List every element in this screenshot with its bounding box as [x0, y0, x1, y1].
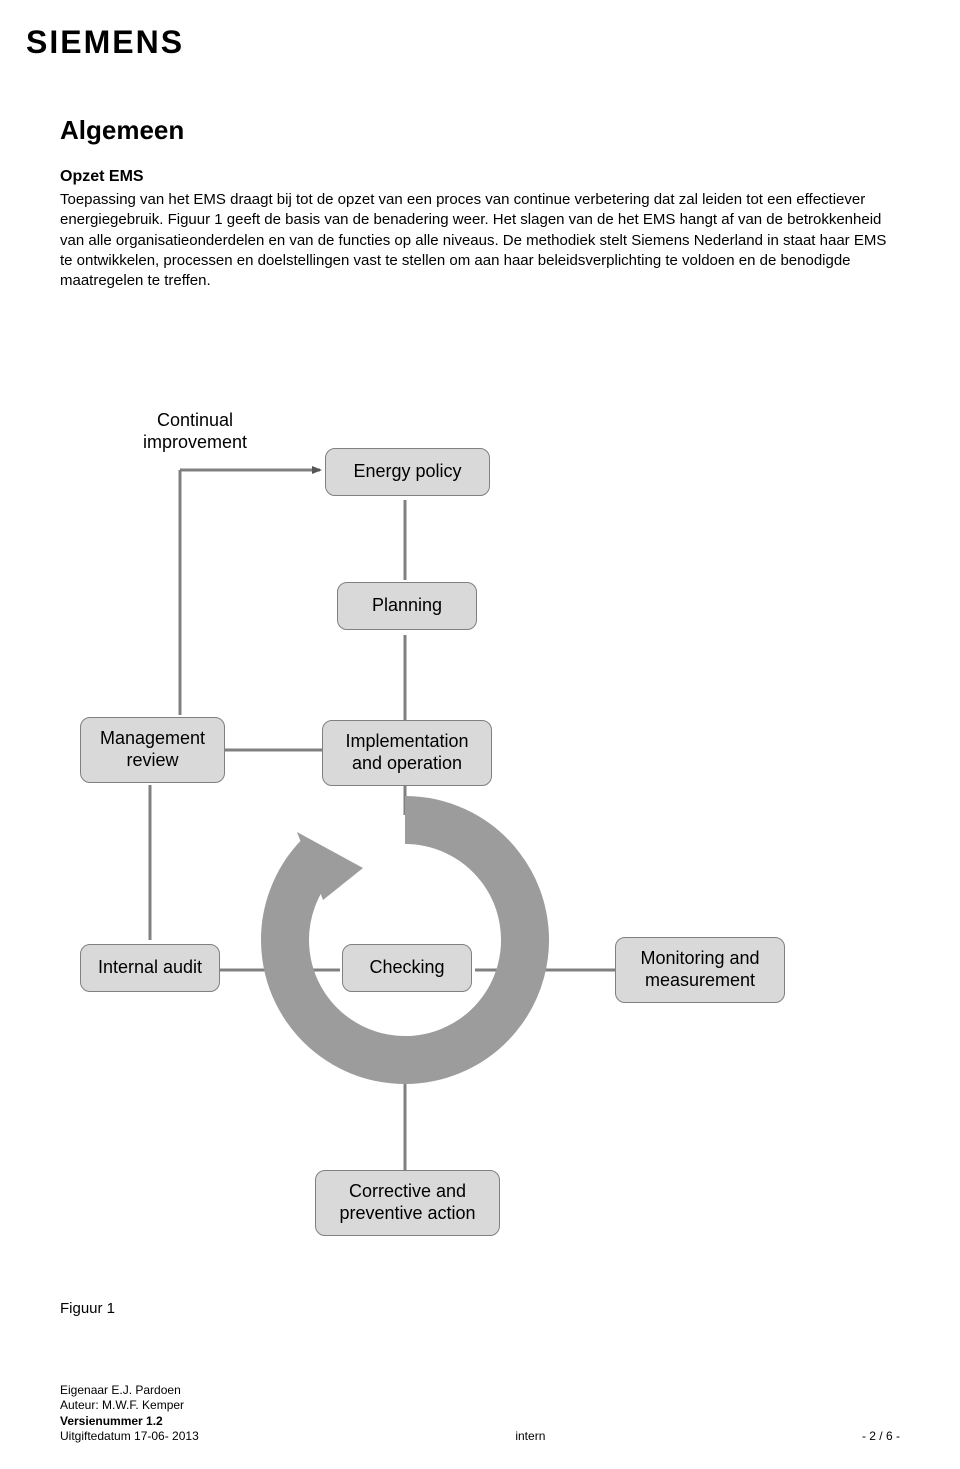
node-planning: Planning	[337, 582, 477, 630]
footer-page: - 2 / 6 -	[862, 1429, 900, 1445]
body-paragraph: Toepassing van het EMS draagt bij tot de…	[60, 190, 900, 291]
node-implementation: Implementationand operation	[322, 720, 492, 786]
continual-improvement-label: Continualimprovement	[120, 410, 270, 453]
node-energy-policy: Energy policy	[325, 448, 490, 496]
siemens-logo: SIEMENS	[26, 24, 184, 61]
footer-author: Auteur: M.W.F. Kemper	[60, 1398, 900, 1414]
diagram-connectors	[60, 410, 900, 1240]
main-content: Algemeen Opzet EMS Toepassing van het EM…	[60, 115, 900, 291]
page-footer: Eigenaar E.J. Pardoen Auteur: M.W.F. Kem…	[60, 1383, 900, 1445]
footer-version: Versienummer 1.2	[60, 1414, 900, 1430]
node-monitoring: Monitoring andmeasurement	[615, 937, 785, 1003]
figure-caption: Figuur 1	[60, 1300, 115, 1317]
page-heading: Algemeen	[60, 115, 900, 146]
node-corrective: Corrective andpreventive action	[315, 1170, 500, 1236]
footer-date: Uitgiftedatum 17-06- 2013	[60, 1429, 199, 1445]
footer-owner: Eigenaar E.J. Pardoen	[60, 1383, 900, 1399]
section-heading: Opzet EMS	[60, 168, 900, 186]
ems-diagram: Continualimprovement Energy policy Plann…	[60, 410, 900, 1240]
node-checking: Checking	[342, 944, 472, 992]
footer-classification: intern	[515, 1429, 545, 1445]
node-internal-audit: Internal audit	[80, 944, 220, 992]
node-management-review: Managementreview	[80, 717, 225, 783]
